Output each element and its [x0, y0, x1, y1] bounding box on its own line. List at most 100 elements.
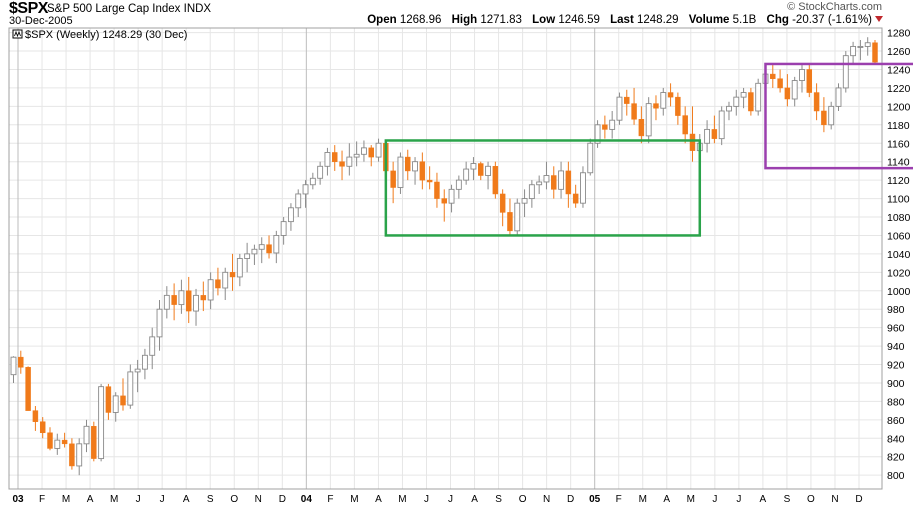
y-tick-label: 960: [887, 323, 905, 335]
candle-down: [551, 175, 557, 190]
candle-down: [25, 367, 31, 411]
candle-up: [543, 175, 550, 183]
x-tick-label: D: [567, 494, 574, 505]
candle-down: [777, 78, 783, 89]
y-tick-label: 940: [887, 341, 905, 353]
candle-up: [258, 244, 265, 250]
x-tick-label: 03: [12, 494, 24, 505]
x-tick-label: S: [784, 494, 791, 505]
candle-up: [156, 308, 163, 338]
x-tick-label: M: [350, 494, 358, 505]
x-tick-label: D: [279, 494, 286, 505]
candle-up: [536, 181, 543, 186]
x-tick-label: M: [110, 494, 118, 505]
candle-down: [602, 124, 608, 130]
high-value: 1271.83: [480, 14, 522, 26]
candle-up: [127, 371, 134, 406]
x-tick-label: A: [183, 494, 190, 505]
candle-down: [572, 193, 579, 204]
candle-down: [215, 279, 221, 289]
candle-down: [229, 272, 236, 278]
candle-up: [448, 188, 455, 204]
candle-down: [499, 193, 506, 213]
candle-down: [39, 421, 46, 434]
candle-down: [339, 161, 345, 167]
x-tick-label: M: [687, 494, 695, 505]
candle-up: [412, 161, 418, 172]
x-tick-label: A: [663, 494, 670, 505]
y-tick-label: 1060: [887, 230, 911, 242]
candle-up: [842, 55, 849, 89]
candle-down: [120, 395, 126, 406]
candle-down: [200, 295, 207, 301]
candle-up: [346, 156, 353, 167]
candle-up: [755, 82, 762, 112]
candle-up: [455, 179, 462, 190]
index-name: S&P 500 Large Cap Index: [47, 3, 181, 15]
open-value: 1268.96: [399, 14, 442, 26]
candle-down: [624, 96, 630, 104]
candle-up: [726, 105, 732, 112]
x-tick-label: M: [398, 494, 406, 505]
x-tick-label: A: [375, 494, 382, 505]
x-tick-label: M: [639, 494, 647, 505]
y-tick-label: 1020: [887, 267, 911, 279]
candle-up: [580, 172, 586, 204]
candle-up: [134, 368, 141, 373]
candle-up: [98, 386, 105, 460]
candle-up: [733, 96, 740, 107]
candle-down: [69, 443, 75, 467]
y-tick-label: 1040: [887, 249, 911, 261]
y-axis: 800 820 840 860 880 900 920 940 960 980 1000 1020 10…: [887, 28, 911, 483]
candle-down: [821, 110, 827, 126]
candle-down: [405, 156, 411, 172]
candle-down: [565, 170, 572, 195]
candle-down: [667, 92, 674, 98]
chg-label: Chg: [766, 14, 789, 26]
candle-down: [61, 439, 68, 445]
candle-down: [806, 69, 813, 93]
candle-up: [864, 42, 871, 47]
brand-link[interactable]: © StockCharts.com: [787, 1, 882, 13]
x-tick-label: J: [424, 494, 429, 505]
candle-down: [185, 290, 192, 312]
y-tick-label: 1000: [887, 286, 911, 298]
x-tick-label: O: [230, 494, 238, 505]
candle-up: [791, 80, 798, 100]
y-tick-label: 1120: [887, 175, 910, 187]
volume-label: Volume: [688, 14, 730, 26]
legend-swatch-icon: [12, 29, 23, 39]
candle-up: [799, 69, 805, 82]
candle-up: [178, 290, 185, 306]
candle-down: [638, 119, 645, 137]
volume-value: 5.1B: [732, 14, 757, 26]
open-label: Open: [367, 14, 397, 26]
x-tick-label: J: [736, 494, 741, 505]
last-label: Last: [610, 14, 634, 26]
candle-up: [850, 45, 857, 57]
candle-down: [332, 152, 338, 162]
candle-up: [302, 184, 309, 195]
candle-up: [244, 253, 251, 259]
candle-up: [645, 103, 652, 137]
candle-down: [419, 161, 426, 181]
grid-lines: [9, 28, 882, 489]
candle-down: [368, 147, 374, 158]
plot-frame: [8, 27, 883, 490]
candle-up: [558, 170, 564, 190]
x-tick-label: J: [712, 494, 717, 505]
range-box: [384, 139, 702, 237]
y-tick-label: 920: [887, 360, 905, 372]
y-tick-label: 900: [887, 378, 905, 390]
y-tick-label: 1260: [887, 46, 911, 58]
candle-up: [857, 45, 864, 48]
candle-down: [689, 133, 696, 151]
candle-up: [207, 279, 214, 301]
y-tick-label: 880: [887, 396, 905, 408]
candle-up: [397, 156, 404, 188]
candle-up: [141, 354, 148, 370]
candle-down: [171, 295, 177, 305]
exchange: INDX: [183, 3, 212, 15]
candle-up: [485, 165, 491, 176]
candle-up: [222, 271, 229, 289]
